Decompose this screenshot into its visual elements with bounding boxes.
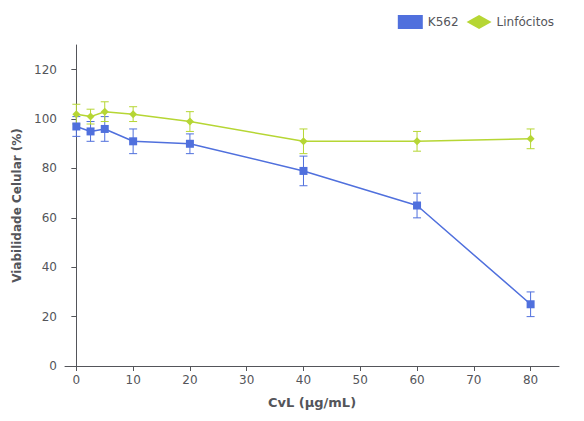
svg-text:80: 80 [42,161,57,175]
svg-text:10: 10 [125,373,140,387]
svg-text:120: 120 [34,63,57,77]
svg-text:K562: K562 [428,15,459,29]
svg-text:Viabilidade Celular (%): Viabilidade Celular (%) [10,128,24,283]
svg-text:20: 20 [42,310,57,324]
svg-text:80: 80 [523,373,538,387]
svg-text:30: 30 [239,373,254,387]
svg-text:CvL (μg/mL): CvL (μg/mL) [268,395,356,410]
svg-text:0: 0 [73,373,81,387]
svg-text:40: 40 [42,260,57,274]
svg-text:60: 60 [42,211,57,225]
svg-text:Linfócitos: Linfócitos [497,15,554,29]
svg-text:40: 40 [296,373,311,387]
svg-text:20: 20 [182,373,197,387]
svg-text:0: 0 [49,359,57,373]
svg-text:60: 60 [409,373,424,387]
svg-text:70: 70 [466,373,481,387]
svg-text:100: 100 [34,112,57,126]
svg-text:50: 50 [353,373,368,387]
